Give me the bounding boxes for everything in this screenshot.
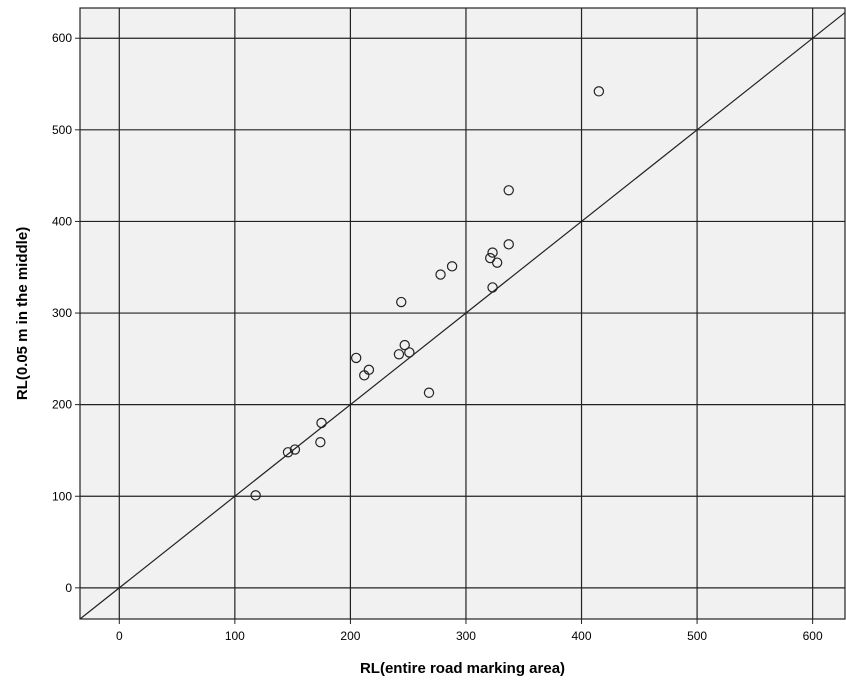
scatter-point xyxy=(423,387,435,398)
scatter-point xyxy=(363,364,375,376)
x-tick-label: 100 xyxy=(225,629,245,643)
x-axis-title: RL(entire road marking area) xyxy=(360,660,565,677)
scatter-point xyxy=(350,352,362,364)
y-tick-label: 300 xyxy=(52,306,72,320)
scatter-point xyxy=(503,239,514,250)
scatter-point xyxy=(399,339,410,351)
x-tick-label: 400 xyxy=(572,629,592,643)
x-tick-label: 300 xyxy=(456,629,476,643)
scatter-point xyxy=(282,447,294,458)
scatter-point xyxy=(503,185,514,196)
y-tick-label: 500 xyxy=(52,123,72,137)
y-axis-title: RL(0.05 m in the middle) xyxy=(14,227,31,400)
x-tick-label: 200 xyxy=(340,629,360,643)
scatter-point xyxy=(446,261,458,272)
scatter-point xyxy=(404,347,415,358)
scatter-point xyxy=(593,86,605,97)
scatter-point xyxy=(487,282,498,293)
grid-lines xyxy=(80,8,845,619)
scatter-point xyxy=(491,257,503,268)
y-tick-label: 200 xyxy=(52,398,72,412)
scatter-point xyxy=(289,444,301,455)
y-tick-label: 400 xyxy=(52,214,72,228)
y-tick-label: 0 xyxy=(65,581,72,595)
reference-line xyxy=(79,12,846,620)
scatter-point xyxy=(316,417,327,429)
scatter-point xyxy=(250,490,261,501)
y-tick-label: 600 xyxy=(52,31,72,45)
data-points xyxy=(250,86,605,501)
x-tick-label: 0 xyxy=(116,629,123,643)
x-tick-label: 600 xyxy=(803,629,823,643)
scatter-point xyxy=(487,247,498,258)
scatter-point xyxy=(396,296,407,308)
scatter-point xyxy=(435,269,446,280)
scatter-point xyxy=(315,437,326,448)
x-axis-ticks: 0 100 200 300 400 500 600 xyxy=(116,619,823,643)
y-tick-label: 100 xyxy=(52,489,72,503)
x-tick-label: 500 xyxy=(687,629,707,643)
scatter-point xyxy=(393,349,405,360)
y-axis-ticks: 0 100 200 300 400 500 600 xyxy=(52,31,80,595)
